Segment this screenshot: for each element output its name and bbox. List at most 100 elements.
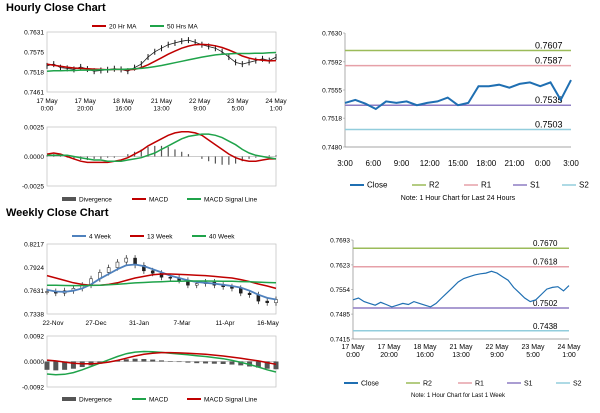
weekly-pivot-xtick-line2: 13:00 (452, 352, 470, 359)
weekly-price-xtick: 31-Jan (129, 320, 149, 327)
hourly-price-xtick-line2: 1:00 (270, 106, 283, 113)
hourly-pivot-legend-close: Close (367, 181, 388, 190)
weekly-pivot-xtick: 21 May (450, 344, 473, 351)
hourly-legend-50hr-label: 50 Hrs MA (167, 24, 198, 31)
weekly-divergence-bar (229, 361, 235, 365)
weekly-macd-ytick: -0.0092 (22, 385, 44, 392)
weekly-divergence-bar (176, 361, 182, 363)
weekly-divergence-bar (211, 361, 217, 364)
hourly-price-xtick: 22 May (189, 98, 211, 105)
weekly-pivot-r2-label: 0.7670 (533, 239, 558, 248)
hourly-pivot-ytick: 0.7592 (322, 59, 342, 66)
weekly-pivot-ytick: 0.7485 (330, 312, 350, 319)
weekly-price-xtick: 27-Dec (86, 320, 108, 327)
weekly-divergence-bar (150, 359, 156, 362)
weekly-price-xtick: 22-Nov (43, 320, 65, 327)
hourly-legend-20hr-label: 20 Hr MA (109, 24, 137, 31)
weekly-legend-13wk-label: 13 Week (147, 234, 173, 241)
hourly-price-xtick: 18 May (113, 98, 135, 105)
weekly-price-ytick: 0.7631 (24, 288, 44, 295)
weekly-pivot-s1-label: 0.7502 (533, 299, 558, 308)
hourly-section-title: Hourly Close Chart (6, 2, 106, 14)
weekly-pivot-legend-s1: S1 (524, 381, 533, 388)
hourly-pivot-legend-s2: S2 (579, 181, 589, 190)
weekly-pivot-xtick: 22 May (486, 344, 509, 351)
weekly-pivot-ytick: 0.7693 (330, 238, 350, 245)
hourly-pivot-ytick: 0.7630 (322, 31, 342, 38)
weekly-pivot-ytick: 0.7623 (330, 262, 350, 269)
weekly-pivot-xtick: 18 May (414, 344, 437, 351)
weekly-40wk-line (46, 280, 277, 287)
weekly-pivot-legend-close: Close (361, 381, 379, 388)
weekly-divergence-bar (255, 361, 261, 368)
weekly-pivot-xtick: 24 May (558, 344, 581, 351)
hourly-macd-line (46, 130, 276, 164)
hourly-price-xtick: 17 May (36, 98, 58, 105)
hourly-price-xtick-line2: 9:00 (193, 106, 206, 113)
weekly-pivot-xtick: 17 May (378, 344, 401, 351)
weekly-candle-body (194, 283, 199, 286)
hourly-macd-signal-line (47, 133, 277, 162)
weekly-divergence-bar (273, 361, 279, 370)
weekly-legend-signal-label: MACD Signal Line (204, 397, 257, 404)
weekly-pivot-xtick: 17 May (342, 344, 365, 351)
hourly-legend-signal-label: MACD Signal Line (204, 197, 257, 204)
weekly-divergence-bar (44, 361, 50, 370)
weekly-divergence-bar (167, 361, 173, 362)
hourly-pivot-ytick: 0.7480 (322, 145, 342, 152)
hourly-pivot-legend-s1: S1 (530, 181, 540, 190)
weekly-price-xtick: 7-Mar (174, 320, 192, 327)
weekly-candle-body (124, 257, 129, 263)
hourly-legend-macd-label: MACD (149, 197, 168, 204)
weekly-13wk-line (46, 273, 277, 290)
hourly-pivot-xtick: 12:00 (420, 159, 441, 168)
hourly-pivot-r1-label: 0.7587 (535, 56, 563, 66)
weekly-legend-divergence-label: Divergence (79, 397, 112, 404)
weekly-divergence-bar (203, 361, 209, 364)
weekly-pivot-xtick-line2: 9:00 (490, 352, 504, 359)
weekly-candle-body (168, 276, 173, 279)
hourly-pivot-r2-label: 0.7607 (535, 40, 563, 50)
hourly-price-ytick: 0.7518 (24, 69, 44, 76)
weekly-divergence-bar (264, 361, 270, 369)
weekly-pivot-s2-label: 0.7438 (533, 322, 558, 331)
weekly-candle-body (247, 292, 252, 295)
weekly-pivot-close-line (352, 270, 570, 308)
hourly-price-xtick-line2: 0:00 (41, 106, 54, 113)
weekly-pivot-xtick: 23 May (522, 344, 545, 351)
hourly-price-xtick: 24 May (265, 98, 287, 105)
weekly-divergence-bar (53, 361, 59, 371)
hourly-price-xtick-line2: 16:00 (115, 106, 132, 113)
hourly-price-xtick-line2: 5:00 (232, 106, 245, 113)
hourly-price-frame (46, 31, 277, 93)
weekly-divergence-bar (194, 361, 200, 364)
hourly-macd-ytick: 0.0000 (24, 154, 44, 161)
hourly-pivot-xtick: 18:00 (476, 159, 497, 168)
hourly-pivot-close-line (344, 79, 572, 111)
weekly-macd-signal-line (46, 351, 277, 366)
weekly-pivot-xtick-line2: 1:00 (562, 352, 576, 359)
hourly-pivot-s1-label: 0.7535 (535, 95, 563, 105)
hourly-price-xtick: 21 May (151, 98, 173, 105)
weekly-candle-body (265, 300, 269, 303)
weekly-price-ytick: 0.8217 (24, 242, 44, 249)
weekly-4wk-line (46, 263, 277, 301)
weekly-candle-body (150, 270, 155, 274)
hourly-pivot-legend-r1: R1 (481, 181, 492, 190)
weekly-price-ytick: 0.7924 (24, 265, 44, 272)
weekly-pivot-legend-r1: R1 (475, 381, 484, 388)
hourly-pivot-ytick: 0.7518 (322, 116, 342, 123)
hourly-pivot-note: Note: 1 Hour Chart for Last 24 Hours (401, 195, 516, 202)
weekly-divergence-bar (132, 358, 138, 362)
hourly-price-xtick-line2: 20:00 (77, 106, 94, 113)
weekly-divergence-bar (123, 359, 129, 362)
weekly-pivot-legend-r2: R2 (423, 381, 432, 388)
weekly-pivot-legend-s2: S2 (573, 381, 582, 388)
hourly-pivot-s2-label: 0.7503 (535, 120, 563, 130)
weekly-pivot-r1-label: 0.7618 (533, 258, 558, 267)
weekly-divergence-bar (238, 361, 244, 366)
weekly-divergence-bar (159, 360, 164, 362)
weekly-divergence-bar (185, 361, 191, 363)
weekly-divergence-bar (62, 361, 68, 370)
